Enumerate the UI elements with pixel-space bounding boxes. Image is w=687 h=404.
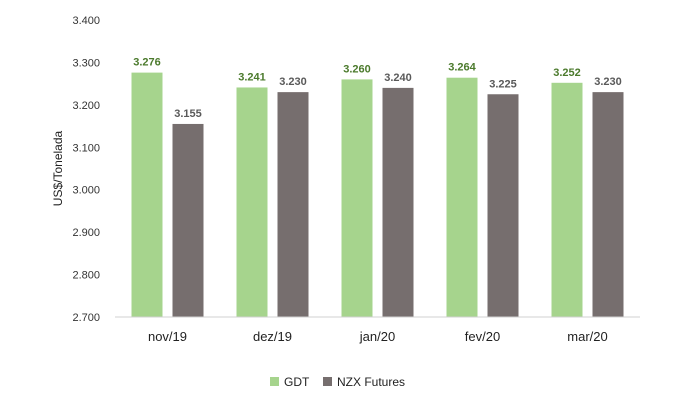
data-label: 3.225	[489, 78, 517, 90]
y-tick-label: 3.400	[72, 15, 100, 27]
data-label: 3.240	[384, 72, 412, 84]
y-tick-label: 2.800	[72, 270, 100, 282]
bar-nzx-futures	[592, 92, 624, 317]
legend: GDT NZX Futures	[270, 375, 405, 389]
legend-label: NZX Futures	[337, 375, 405, 389]
bar-gdt	[446, 77, 478, 318]
data-label: 3.241	[238, 71, 266, 83]
bar-nzx-futures	[487, 94, 519, 317]
y-axis-title: US$/Tonelada	[51, 130, 65, 206]
bar-nzx-futures	[382, 87, 414, 317]
data-label: 3.264	[448, 62, 476, 74]
bar-nzx-futures	[172, 123, 204, 317]
y-tick-label: 3.000	[72, 185, 100, 197]
y-tick-label: 3.200	[72, 100, 100, 112]
y-tick-label: 3.100	[72, 142, 100, 154]
bar-gdt	[131, 72, 163, 318]
bar-gdt	[236, 87, 268, 317]
plot-area: 3.276 3.155 3.241 3.230 3.260 3.240 3.264 3.225…	[131, 57, 624, 318]
x-axis: nov/19 dez/19 jan/20 fev/20 mar/20	[148, 329, 608, 344]
bar-gdt	[551, 82, 583, 318]
bar-nzx-futures	[277, 92, 309, 317]
data-label: 3.260	[343, 63, 371, 75]
legend-swatch	[270, 377, 279, 386]
x-tick-label: nov/19	[148, 329, 187, 344]
legend-label: GDT	[284, 375, 310, 389]
legend-swatch	[323, 377, 332, 386]
y-tick-label: 3.300	[72, 57, 100, 69]
data-label: 3.230	[594, 76, 622, 88]
data-label: 3.230	[279, 76, 307, 88]
x-tick-label: fev/20	[465, 329, 500, 344]
data-label: 3.276	[133, 57, 161, 69]
y-tick-label: 2.700	[72, 312, 100, 324]
bar-gdt	[341, 79, 373, 318]
x-tick-label: dez/19	[253, 329, 292, 344]
y-axis: 2.700 2.800 2.900 3.000 3.100 3.200 3.300 3.400	[72, 15, 100, 324]
x-tick-label: mar/20	[567, 329, 607, 344]
y-tick-label: 2.900	[72, 227, 100, 239]
data-label: 3.155	[174, 108, 202, 120]
x-tick-label: jan/20	[359, 329, 395, 344]
data-label: 3.252	[553, 67, 581, 79]
